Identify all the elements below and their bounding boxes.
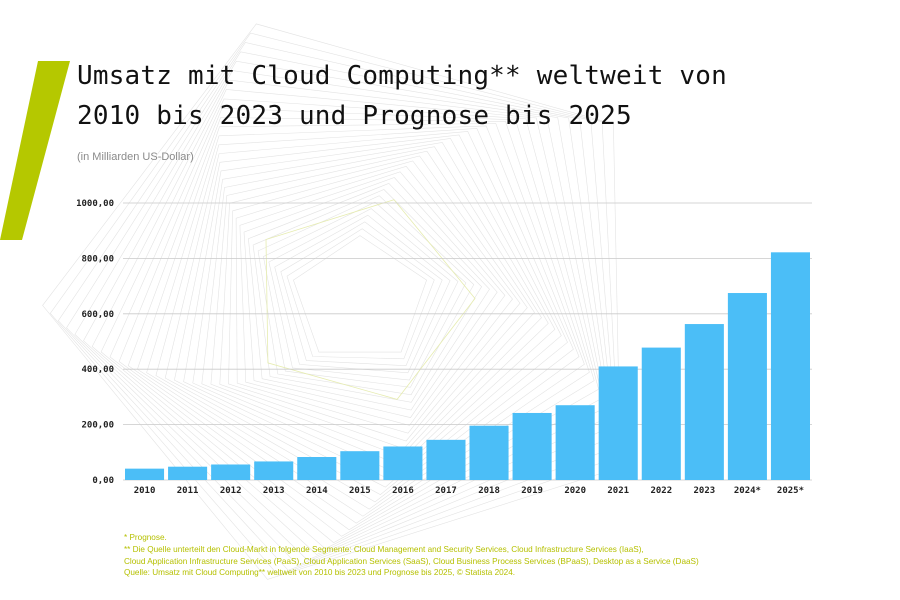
y-tick-label: 400,00 bbox=[81, 365, 114, 375]
background-line bbox=[192, 142, 549, 473]
accent-stripe bbox=[0, 61, 70, 240]
bar-2023 bbox=[684, 324, 724, 480]
x-tick-label: 2021 bbox=[607, 486, 629, 496]
x-tick-label: 2022 bbox=[650, 486, 672, 496]
bar-2020 bbox=[555, 405, 595, 480]
background-line bbox=[137, 123, 585, 517]
x-tick-label: 2011 bbox=[177, 486, 199, 496]
title-line-2: 2010 bis 2023 und Prognose bis 2025 bbox=[77, 101, 632, 131]
bar-2018 bbox=[469, 425, 509, 480]
y-tick-label: 200,00 bbox=[81, 421, 114, 431]
background-line bbox=[228, 160, 521, 442]
x-tick-label: 2020 bbox=[564, 486, 586, 496]
chart-subtitle: (in Milliarden US-Dollar) bbox=[77, 151, 194, 163]
bar-2025 bbox=[770, 252, 810, 480]
background-line bbox=[293, 235, 427, 353]
background-line bbox=[252, 189, 482, 403]
footnote-source: Quelle: Umsatz mit Cloud Computing** wel… bbox=[124, 568, 516, 578]
background-line bbox=[243, 177, 498, 418]
background-line bbox=[164, 131, 568, 495]
background-line bbox=[91, 79, 607, 550]
bar-2016 bbox=[383, 446, 423, 480]
x-tick-label: 2015 bbox=[349, 486, 371, 496]
background-line bbox=[127, 117, 590, 524]
x-tick-label: 2012 bbox=[220, 486, 242, 496]
background-line bbox=[146, 125, 580, 510]
bar-2024 bbox=[727, 293, 767, 480]
bar-2017 bbox=[426, 439, 466, 480]
background-line bbox=[201, 146, 542, 465]
footnote-segments-2: Cloud Application Infrastructure Service… bbox=[124, 556, 699, 566]
background-line bbox=[235, 165, 513, 434]
y-tick-label: 800,00 bbox=[81, 254, 114, 264]
x-tick-label: 2016 bbox=[392, 486, 414, 496]
background-line bbox=[100, 89, 603, 543]
bar-2022 bbox=[641, 347, 681, 480]
bar-2010 bbox=[125, 468, 165, 480]
background-accent-line bbox=[265, 199, 476, 400]
x-tick-label: 2019 bbox=[521, 486, 543, 496]
background-line bbox=[109, 98, 599, 537]
bar-2015 bbox=[340, 451, 380, 480]
background-line bbox=[280, 221, 443, 367]
background-line bbox=[210, 150, 535, 457]
background-line bbox=[155, 128, 574, 503]
background-line bbox=[268, 208, 459, 381]
title-line-1: Umsatz mit Cloud Computing** weltweit vo… bbox=[77, 61, 727, 91]
bar-2021 bbox=[598, 366, 638, 480]
footnotes: * Prognose. ** Die Quelle unterteilt den… bbox=[124, 532, 824, 579]
background-line bbox=[219, 155, 528, 450]
x-tick-label: 2024* bbox=[734, 486, 761, 496]
bar-2011 bbox=[168, 466, 208, 480]
bar-2013 bbox=[254, 461, 294, 480]
background-line bbox=[183, 138, 556, 480]
background-line bbox=[239, 171, 506, 426]
footnote-segments-1: ** Die Quelle unterteilt den Cloud-Markt… bbox=[124, 544, 644, 554]
x-tick-label: 2025* bbox=[777, 486, 804, 496]
bar-2012 bbox=[211, 464, 251, 480]
chart-title: Umsatz mit Cloud Computing** weltweit vo… bbox=[77, 56, 877, 136]
y-tick-label: 600,00 bbox=[81, 310, 114, 320]
background-line bbox=[174, 134, 562, 488]
x-tick-label: 2014 bbox=[306, 486, 328, 496]
bar-2019 bbox=[512, 412, 552, 480]
y-tick-label: 0,00 bbox=[92, 476, 114, 486]
background-line bbox=[286, 228, 435, 360]
x-tick-label: 2023 bbox=[694, 486, 716, 496]
x-tick-label: 2017 bbox=[435, 486, 457, 496]
background-line bbox=[248, 183, 490, 411]
bar-2014 bbox=[297, 457, 337, 480]
footnote-prognose: * Prognose. bbox=[124, 533, 167, 542]
background-line bbox=[118, 107, 595, 531]
y-tick-label: 1000,00 bbox=[76, 199, 114, 209]
x-tick-label: 2018 bbox=[478, 486, 500, 496]
x-tick-label: 2013 bbox=[263, 486, 285, 496]
x-tick-label: 2010 bbox=[134, 486, 156, 496]
